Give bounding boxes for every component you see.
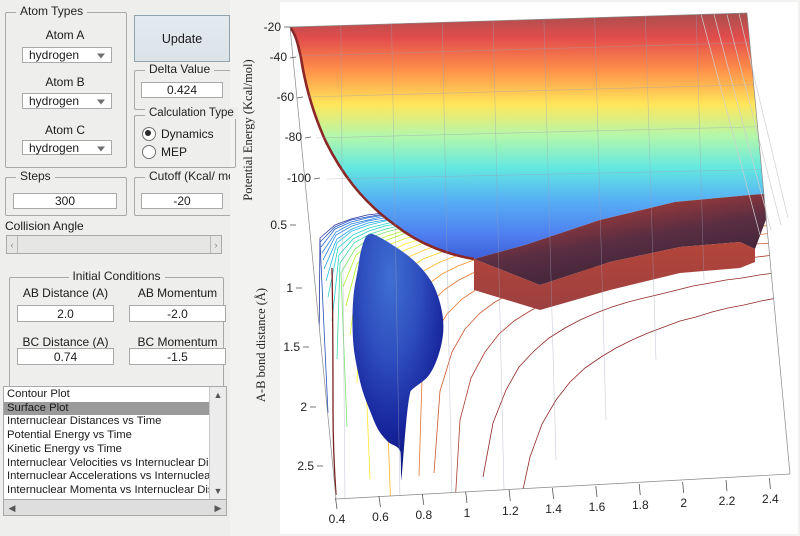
svg-text:-20: -20 xyxy=(264,20,282,34)
svg-text:0.6: 0.6 xyxy=(372,510,389,524)
svg-text:1: 1 xyxy=(464,506,471,520)
svg-text:A-B bond distance (Å): A-B bond distance (Å) xyxy=(254,288,268,402)
svg-text:2: 2 xyxy=(300,400,307,414)
svg-text:0.8: 0.8 xyxy=(415,508,432,522)
svg-text:2.4: 2.4 xyxy=(762,492,779,506)
svg-text:-40: -40 xyxy=(270,50,288,64)
svg-text:1.4: 1.4 xyxy=(545,502,562,516)
svg-text:0.5: 0.5 xyxy=(270,218,287,232)
svg-text:2.5: 2.5 xyxy=(297,459,314,473)
svg-text:2.2: 2.2 xyxy=(719,494,736,508)
svg-text:2: 2 xyxy=(680,496,687,510)
svg-text:1.8: 1.8 xyxy=(632,498,649,512)
svg-text:1.6: 1.6 xyxy=(589,500,606,514)
svg-text:-60: -60 xyxy=(277,90,295,104)
svg-text:0.4: 0.4 xyxy=(329,512,346,526)
svg-text:-80: -80 xyxy=(285,130,303,144)
svg-text:Potential Energy (Kcal/mol): Potential Energy (Kcal/mol) xyxy=(241,59,255,200)
svg-text:1.5: 1.5 xyxy=(283,340,300,354)
svg-text:1: 1 xyxy=(286,281,293,295)
svg-text:-100: -100 xyxy=(287,171,311,185)
svg-text:1.2: 1.2 xyxy=(502,504,519,518)
